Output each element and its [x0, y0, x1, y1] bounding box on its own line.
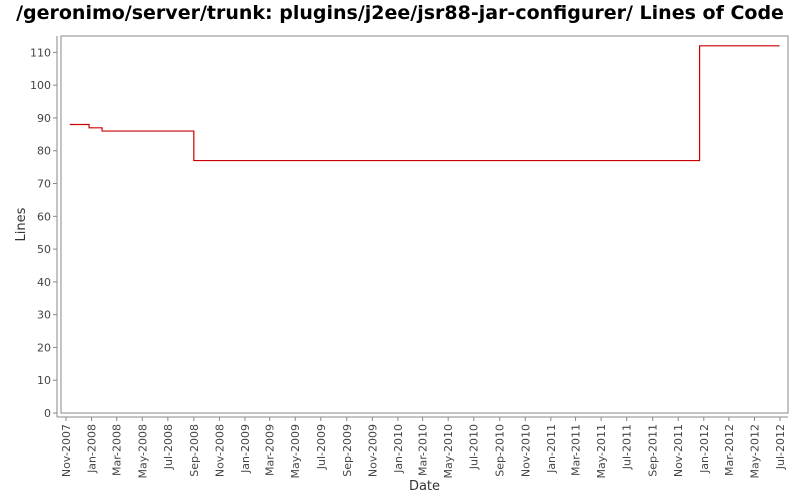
x-tick-label: Mar-2012 — [723, 424, 736, 476]
x-tick-label: Nov-2007 — [60, 424, 73, 477]
y-tick-label: 70 — [37, 178, 51, 191]
y-tick-label: 90 — [37, 112, 51, 125]
y-axis: 0 10 20 30 40 50 60 70 80 90 100 110 — [30, 36, 58, 420]
y-tick-label: 100 — [30, 79, 51, 92]
x-tick-label: May-2008 — [136, 424, 149, 479]
x-tick-label: Sep-2011 — [647, 424, 660, 477]
y-tick-label: 40 — [37, 276, 51, 289]
x-tick-label: Sep-2009 — [341, 424, 354, 477]
y-tick-label: 30 — [37, 309, 51, 322]
y-tick-label: 0 — [44, 407, 51, 420]
x-axis: Nov-2007 Jan-2008 Mar-2008 May-2008 Jul-2008… — [57, 416, 788, 479]
y-tick-label: 80 — [37, 145, 51, 158]
series-group — [69, 45, 780, 162]
x-tick-label: Jan-2012 — [698, 424, 711, 474]
y-tick-label: 50 — [37, 243, 51, 256]
x-tick-label: May-2010 — [442, 424, 455, 479]
y-axis-label: Lines — [14, 207, 29, 241]
plot-area — [60, 35, 789, 414]
x-tick-label: Jul-2010 — [468, 424, 481, 470]
x-tick-label: Mar-2008 — [111, 424, 124, 476]
x-tick-label: Sep-2010 — [494, 424, 507, 477]
x-tick-label: Mar-2010 — [417, 424, 430, 476]
y-tick-label: 60 — [37, 210, 51, 223]
series-line — [69, 45, 780, 162]
x-tick-label: May-2009 — [289, 424, 302, 479]
y-tick-label: 110 — [30, 46, 51, 59]
x-tick-label: May-2012 — [748, 424, 761, 479]
x-tick-label: Jan-2011 — [545, 424, 558, 474]
x-tick-label: May-2011 — [595, 424, 608, 479]
x-tick-label: Jul-2011 — [621, 424, 634, 470]
x-tick-label: Sep-2008 — [188, 424, 201, 477]
x-tick-label: Jan-2009 — [239, 424, 252, 474]
x-tick-label: Jul-2009 — [315, 424, 328, 470]
x-tick-label: Nov-2010 — [519, 424, 532, 477]
x-tick-label: Nov-2011 — [672, 424, 685, 477]
y-tick-label: 10 — [37, 374, 51, 387]
x-tick-label: Mar-2009 — [264, 424, 277, 476]
y-tick-label: 20 — [37, 341, 51, 354]
x-axis-label: Date — [409, 479, 440, 494]
x-tick-label: Nov-2008 — [213, 424, 226, 477]
x-tick-label: Jan-2008 — [86, 424, 99, 474]
x-tick-label: Mar-2011 — [570, 424, 583, 476]
x-tick-label: Jul-2008 — [162, 424, 175, 470]
chart-title: /geronimo/server/trunk: plugins/j2ee/jsr… — [16, 2, 784, 24]
x-tick-label: Jan-2010 — [392, 424, 405, 474]
x-tick-label: Jul-2012 — [774, 424, 787, 470]
x-tick-label: Nov-2009 — [366, 424, 379, 477]
